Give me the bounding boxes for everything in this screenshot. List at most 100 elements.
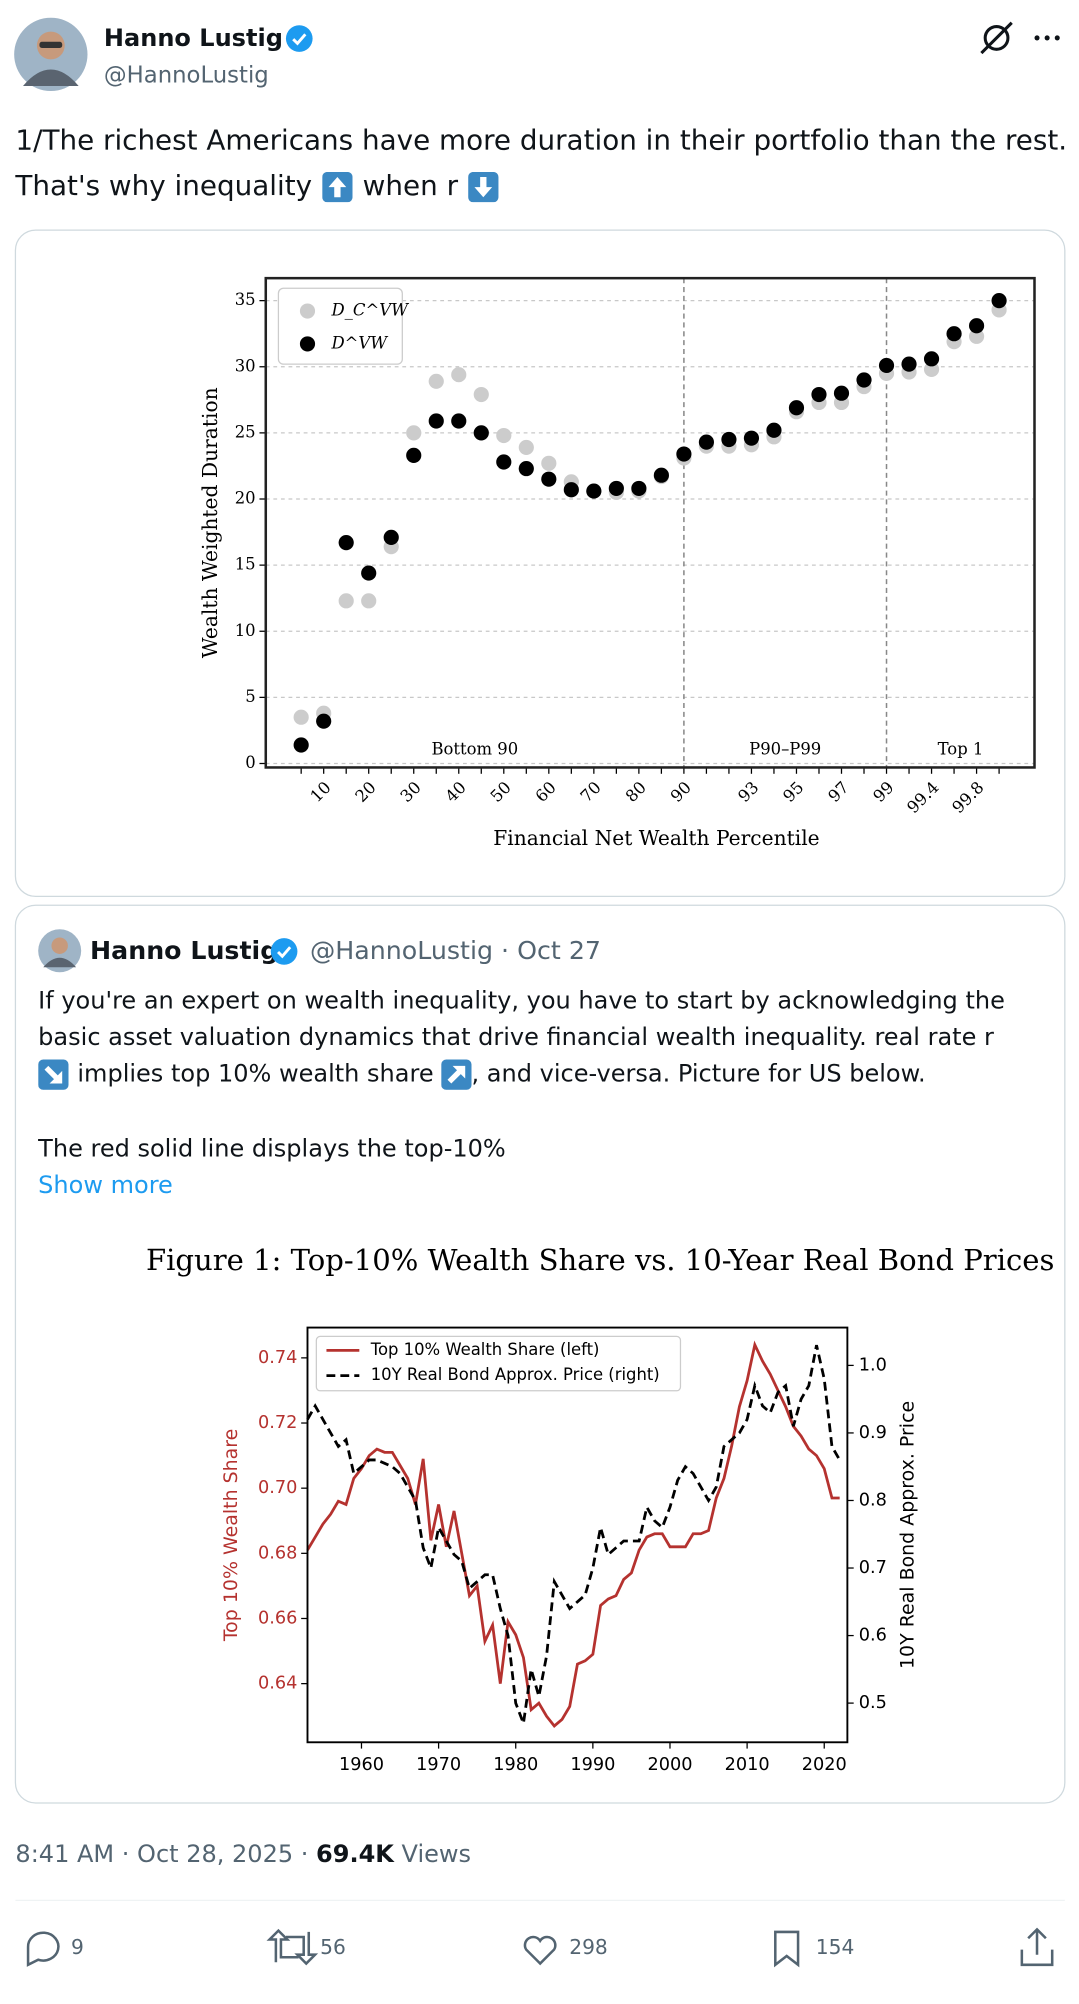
y-axis-label: Top 10% Wealth Share bbox=[220, 1429, 242, 1642]
verified-badge bbox=[269, 936, 299, 966]
data-point bbox=[406, 425, 422, 441]
y-tick-label: 0.70 bbox=[258, 1478, 297, 1498]
y-tick-label: 0.72 bbox=[258, 1413, 297, 1433]
y2-tick-label: 0.5 bbox=[859, 1693, 887, 1713]
tweet-text-line: That's why inequality when r bbox=[14, 169, 499, 203]
tweet-text: 1/The richest Americans have more durati… bbox=[15, 124, 1067, 157]
data-point bbox=[698, 434, 715, 450]
data-point bbox=[428, 373, 444, 389]
data-point bbox=[518, 439, 534, 456]
x-tick-label: 1960 bbox=[339, 1755, 384, 1775]
region-label: Top 1 bbox=[938, 739, 984, 758]
share-button[interactable] bbox=[1020, 1927, 1054, 1967]
data-point bbox=[878, 357, 895, 374]
data-point bbox=[676, 446, 692, 462]
data-point bbox=[541, 471, 557, 487]
data-point bbox=[361, 565, 377, 581]
x-axis-label: Financial Net Wealth Percentile bbox=[493, 826, 819, 850]
x-tick-label: 1970 bbox=[416, 1755, 461, 1775]
y-tick-label: 20 bbox=[235, 489, 256, 508]
data-point bbox=[833, 385, 850, 401]
quote-avatar bbox=[38, 929, 82, 973]
x-tick-label: 1990 bbox=[570, 1755, 615, 1775]
data-point bbox=[991, 293, 1007, 309]
y-tick-label: 15 bbox=[235, 555, 256, 574]
legend-box bbox=[315, 1335, 682, 1392]
data-point bbox=[631, 480, 647, 497]
bookmark-button[interactable] bbox=[774, 1930, 800, 1968]
views-label: Views bbox=[394, 1840, 471, 1868]
data-point bbox=[968, 328, 985, 344]
data-point bbox=[721, 431, 737, 448]
avatar[interactable] bbox=[14, 17, 88, 92]
legend-label: Top 10% Wealth Share (left) bbox=[370, 1340, 600, 1359]
y2-tick-label: 0.6 bbox=[859, 1626, 887, 1646]
reply-count: 9 bbox=[71, 1935, 84, 1959]
data-point bbox=[293, 709, 309, 725]
data-point bbox=[586, 483, 602, 499]
quote-author-name[interactable]: Hanno Lustig bbox=[90, 936, 278, 965]
data-point bbox=[428, 413, 444, 429]
timestamp[interactable]: 8:41 AM · Oct 28, 2025 · bbox=[15, 1840, 316, 1868]
author-handle[interactable]: @HannoLustig bbox=[104, 62, 269, 88]
data-point bbox=[518, 461, 534, 477]
y-axis-label: Wealth Weighted Duration bbox=[198, 387, 222, 658]
y-tick-label: 5 bbox=[245, 687, 255, 706]
view-count: 69.4K bbox=[316, 1840, 395, 1868]
author-name[interactable]: Hanno Lustig bbox=[104, 24, 283, 52]
y-tick-label: 0.64 bbox=[258, 1674, 297, 1694]
show-more-link[interactable]: Show more bbox=[38, 1171, 173, 1199]
quote-text: implies top 10% wealth share bbox=[77, 1060, 433, 1088]
data-point bbox=[473, 425, 489, 441]
repost-button[interactable] bbox=[266, 1928, 319, 1966]
quote-text-line: implies top 10% wealth share , and vice-… bbox=[38, 1059, 926, 1090]
data-point bbox=[451, 413, 467, 429]
quote-text: , and vice-versa. Picture for US below. bbox=[472, 1060, 926, 1088]
tweet-text: when r bbox=[363, 169, 459, 202]
plot-frame bbox=[306, 1326, 849, 1744]
legend-marker bbox=[299, 303, 316, 319]
data-point bbox=[383, 529, 399, 545]
tweet-text: That's why inequality bbox=[14, 169, 312, 202]
action-bar bbox=[26, 1927, 1054, 1968]
quote-meta[interactable]: @HannoLustig · Oct 27 bbox=[310, 936, 601, 965]
legend-label: D_C^VW bbox=[331, 301, 410, 320]
data-point bbox=[338, 535, 354, 551]
data-point bbox=[608, 480, 624, 497]
data-point bbox=[338, 593, 354, 609]
series-line bbox=[306, 1344, 841, 1729]
data-point bbox=[946, 326, 962, 342]
data-point bbox=[451, 367, 467, 383]
x-tick-label: 1980 bbox=[493, 1755, 538, 1775]
x-tick-label: 2000 bbox=[647, 1755, 692, 1775]
region-label: Bottom 90 bbox=[431, 739, 518, 758]
legend-marker bbox=[299, 336, 316, 352]
chart: Figure 1: Top-10% Wealth Share vs. 10-Ye… bbox=[146, 1243, 1054, 1775]
grok-button[interactable] bbox=[980, 21, 1013, 55]
plot-frame bbox=[264, 276, 1036, 769]
like-button[interactable] bbox=[523, 1935, 557, 1966]
bookmark-count: 154 bbox=[816, 1935, 855, 1959]
y2-tick-label: 0.9 bbox=[859, 1423, 887, 1443]
legend-label: D^VW bbox=[331, 333, 389, 352]
legend-label: 10Y Real Bond Approx. Price (right) bbox=[371, 1365, 660, 1384]
data-point bbox=[653, 467, 669, 483]
y2-tick-label: 0.8 bbox=[859, 1490, 887, 1510]
y-tick-label: 0.66 bbox=[258, 1608, 297, 1628]
quote-text: If you're an expert on wealth inequality… bbox=[38, 986, 1005, 1014]
y-tick-label: 0.68 bbox=[258, 1543, 297, 1563]
y-tick-label: 10 bbox=[235, 621, 256, 640]
y2-tick-label: 1.0 bbox=[859, 1355, 887, 1375]
chart-title: Figure 1: Top-10% Wealth Share vs. 10-Ye… bbox=[146, 1243, 1054, 1277]
reply-button[interactable] bbox=[26, 1931, 60, 1967]
more-button[interactable] bbox=[1034, 35, 1060, 41]
verified-badge bbox=[284, 24, 314, 54]
series-line bbox=[306, 1340, 840, 1728]
x-tick-label: 2010 bbox=[725, 1755, 770, 1775]
timestamp-line: 8:41 AM · Oct 28, 2025 · 69.4K Views bbox=[15, 1840, 471, 1868]
repost-count: 56 bbox=[320, 1935, 346, 1959]
emoji-down bbox=[468, 171, 499, 203]
data-point bbox=[316, 713, 332, 729]
